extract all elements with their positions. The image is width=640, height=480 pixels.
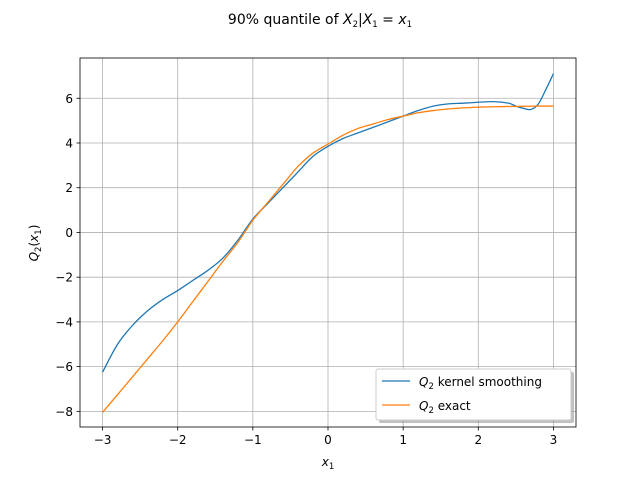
y-tick-label: −6	[55, 360, 73, 374]
x-tick-label: −2	[169, 433, 187, 447]
x-tick-label: −1	[244, 433, 262, 447]
x-tick-label: 0	[324, 433, 332, 447]
x-axis-label: x1	[321, 455, 335, 472]
y-tick-label: 4	[65, 136, 73, 150]
series-line-kernel-smoothing	[101, 73, 555, 373]
y-axis-label: Q2(x1)	[27, 225, 44, 262]
legend-box	[375, 368, 572, 421]
y-tick-label: −2	[55, 271, 73, 285]
legend-label-kernel-smoothing: Q2 kernel smoothing	[419, 375, 542, 392]
y-tick-label: −8	[55, 405, 73, 419]
x-tick-label: 1	[399, 433, 407, 447]
y-tick-label: 2	[65, 181, 73, 195]
chart-title: 90% quantile of X2|X1 = x1	[228, 12, 412, 30]
y-tick-label: −4	[55, 315, 73, 329]
legend: Q2 kernel smoothing Q2 exact	[375, 368, 574, 423]
x-tick-label: −3	[94, 433, 112, 447]
series-line-exact	[102, 105, 554, 413]
y-tick-label: 0	[65, 226, 73, 240]
x-axis-ticks: −3 −2 −1 0 1 2 3	[94, 427, 558, 447]
y-axis-ticks: −8 −6 −4 −2 0 2 4 6	[55, 92, 80, 419]
legend-label-exact: Q2 exact	[419, 399, 471, 416]
x-tick-label: 3	[550, 433, 558, 447]
y-tick-label: 6	[65, 92, 73, 106]
x-tick-label: 2	[474, 433, 482, 447]
series-layer	[101, 73, 555, 413]
